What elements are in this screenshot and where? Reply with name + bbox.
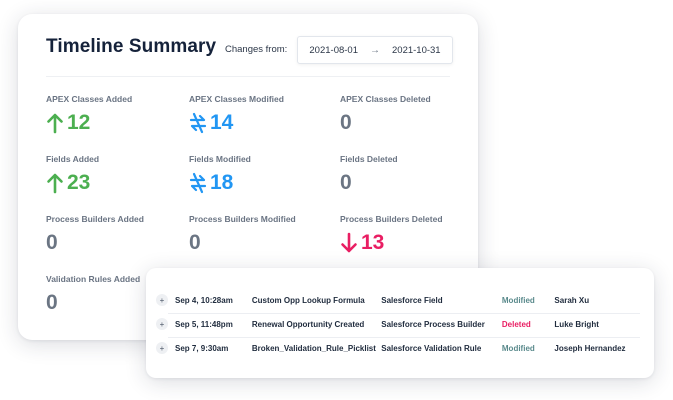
metric-value: 0: [340, 171, 352, 194]
metric-label: Fields Modified: [189, 154, 251, 164]
change-date: Sep 5, 11:48pm: [175, 319, 233, 329]
change-date: Sep 7, 9:30am: [175, 343, 229, 353]
metric-apex-classes-deleted: APEX Classes Deleted 0: [340, 94, 490, 136]
change-date: Sep 4, 10:28am: [175, 295, 233, 305]
change-name: Renewal Opportunity Created: [251, 319, 365, 329]
change-name: Broken_Validation_Rule_Picklist: [251, 343, 376, 353]
metric-process-builders-modified: Process Builders Modified 0: [189, 214, 339, 256]
metric-value: 23: [67, 171, 91, 194]
metric-label: Fields Added: [46, 154, 100, 164]
metric-fields-modified: Fields Modified 18: [189, 154, 339, 196]
status-badge: Modified: [501, 343, 535, 353]
metric-label: APEX Classes Deleted: [340, 94, 431, 104]
row-divider: [168, 313, 640, 314]
metric-label: APEX Classes Modified: [189, 94, 284, 104]
metric-label: Process Builders Modified: [189, 214, 296, 224]
metric-value: 13: [361, 231, 385, 254]
metric-label: Validation Rules Added: [46, 274, 141, 284]
metric-value: 18: [210, 171, 234, 194]
metric-fields-added: Fields Added 23: [46, 154, 196, 196]
change-type: Salesforce Validation Rule: [381, 343, 482, 353]
metric-fields-deleted: Fields Deleted 0: [340, 154, 490, 196]
metric-label: APEX Classes Added: [46, 94, 133, 104]
metric-label: Fields Deleted: [340, 154, 398, 164]
date-start: 2021-08-01: [309, 44, 358, 56]
row-divider: [168, 337, 640, 338]
change-list-card: + Sep 4, 10:28am Custom Opp Lookup Formu…: [146, 268, 654, 378]
metric-value: 0: [340, 111, 352, 134]
change-user: Joseph Hernandez: [554, 343, 626, 353]
date-range-picker[interactable]: 2021-08-01 → 2021-10-31: [297, 36, 453, 64]
metric-apex-classes-added: APEX Classes Added 12: [46, 94, 196, 136]
swap-arrows-icon: [189, 172, 207, 194]
change-type: Salesforce Process Builder: [381, 319, 485, 329]
swap-arrows-icon: [189, 112, 207, 134]
metric-process-builders-added: Process Builders Added 0: [46, 214, 196, 256]
expand-plus-icon[interactable]: +: [156, 294, 168, 306]
change-name: Custom Opp Lookup Formula: [251, 295, 365, 305]
arrow-up-icon: [46, 172, 64, 194]
metric-validation-rules-added: Validation Rules Added 0: [46, 274, 196, 316]
expand-plus-icon[interactable]: +: [156, 318, 168, 330]
metric-value: 0: [46, 231, 58, 254]
table-row[interactable]: + Sep 4, 10:28am Custom Opp Lookup Formu…: [156, 288, 642, 312]
table-row[interactable]: + Sep 7, 9:30am Broken_Validation_Rule_P…: [156, 336, 642, 360]
status-badge: Deleted: [501, 319, 531, 329]
metric-label: Process Builders Deleted: [340, 214, 443, 224]
metric-value: 14: [210, 111, 234, 134]
metric-value: 12: [67, 111, 91, 134]
metric-apex-classes-modified: APEX Classes Modified 14: [189, 94, 339, 136]
change-user: Luke Bright: [554, 319, 599, 329]
metric-value: 0: [46, 291, 58, 314]
expand-plus-icon[interactable]: +: [156, 342, 168, 354]
metric-value: 0: [189, 231, 201, 254]
table-row[interactable]: + Sep 5, 11:48pm Renewal Opportunity Cre…: [156, 312, 642, 336]
date-end: 2021-10-31: [392, 44, 441, 56]
change-user: Sarah Xu: [554, 295, 590, 305]
metric-process-builders-deleted: Process Builders Deleted 13: [340, 214, 490, 256]
status-badge: Modified: [501, 295, 535, 305]
change-type: Salesforce Field: [381, 295, 443, 305]
arrow-right-icon: →: [370, 44, 380, 56]
changes-from-label: Changes from:: [225, 44, 288, 55]
metric-label: Process Builders Added: [46, 214, 144, 224]
summary-divider: [46, 76, 450, 77]
page-title: Timeline Summary: [46, 36, 217, 57]
arrow-up-icon: [46, 112, 64, 134]
arrow-down-icon: [340, 232, 358, 254]
